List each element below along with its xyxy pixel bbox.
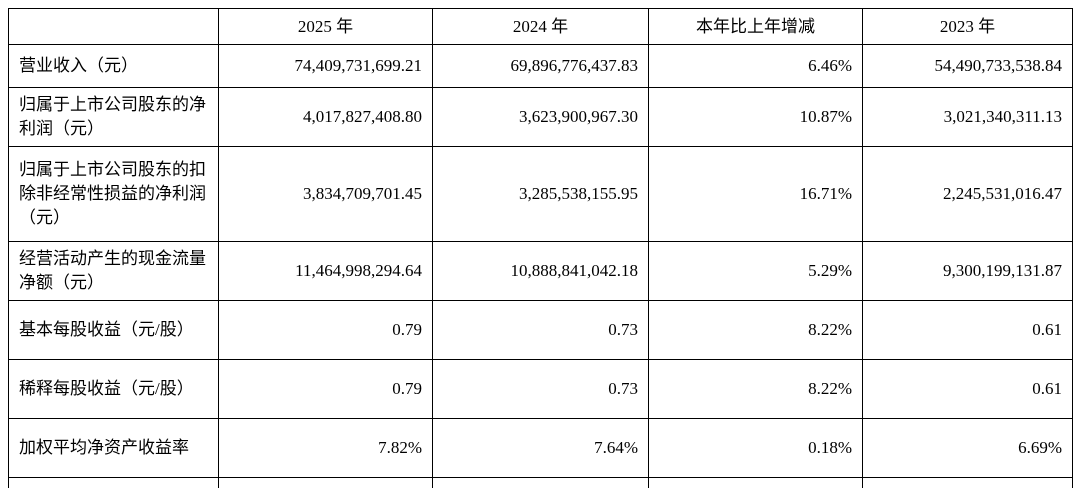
table-cell-empty (863, 478, 1073, 488)
table-row-net-profit-excl-nonrecurring: 归属于上市公司股东的扣除非经常性损益的净利润（元） 3,834,709,701.… (9, 147, 1073, 242)
table-cell: 0.79 (219, 301, 433, 360)
table-cell-empty (433, 478, 649, 488)
table-row-weighted-avg-roe: 加权平均净资产收益率 7.82% 7.64% 0.18% 6.69% (9, 419, 1073, 478)
table-cell: 10,888,841,042.18 (433, 242, 649, 301)
table-cell: 6.69% (863, 419, 1073, 478)
table-cell: 5.29% (649, 242, 863, 301)
table-cell: 0.61 (863, 360, 1073, 419)
table-cell: 0.73 (433, 301, 649, 360)
header-cell-2023: 2023 年 (863, 9, 1073, 45)
table-cell: 3,623,900,967.30 (433, 88, 649, 147)
table-cell: 8.22% (649, 301, 863, 360)
table-cell: 0.18% (649, 419, 863, 478)
table-cell: 2,245,531,016.47 (863, 147, 1073, 242)
row-label: 经营活动产生的现金流量净额（元） (9, 242, 219, 301)
table-cell: 54,490,733,538.84 (863, 45, 1073, 88)
table-cell-empty (219, 478, 433, 488)
table-cell: 3,285,538,155.95 (433, 147, 649, 242)
row-label: 营业收入（元） (9, 45, 219, 88)
table-cell: 0.61 (863, 301, 1073, 360)
table-cell: 7.82% (219, 419, 433, 478)
financial-summary-table: 2025 年 2024 年 本年比上年增减 2023 年 营业收入（元） 74,… (8, 8, 1073, 488)
header-cell-2025: 2025 年 (219, 9, 433, 45)
table-row-net-profit: 归属于上市公司股东的净利润（元） 4,017,827,408.80 3,623,… (9, 88, 1073, 147)
row-label: 加权平均净资产收益率 (9, 419, 219, 478)
table-cell: 69,896,776,437.83 (433, 45, 649, 88)
table-row-basic-eps: 基本每股收益（元/股） 0.79 0.73 8.22% 0.61 (9, 301, 1073, 360)
table-cell: 9,300,199,131.87 (863, 242, 1073, 301)
row-label: 归属于上市公司股东的净利润（元） (9, 88, 219, 147)
header-cell-blank (9, 9, 219, 45)
table-cell: 0.79 (219, 360, 433, 419)
table-cell: 4,017,827,408.80 (219, 88, 433, 147)
table-cell: 8.22% (649, 360, 863, 419)
table-cell: 7.64% (433, 419, 649, 478)
table-cell-empty (649, 478, 863, 488)
table-cell: 74,409,731,699.21 (219, 45, 433, 88)
table-cell: 3,834,709,701.45 (219, 147, 433, 242)
table-cell: 0.73 (433, 360, 649, 419)
header-cell-yoy-change: 本年比上年增减 (649, 9, 863, 45)
table-row-operating-cash-flow: 经营活动产生的现金流量净额（元） 11,464,998,294.64 10,88… (9, 242, 1073, 301)
table-cell: 11,464,998,294.64 (219, 242, 433, 301)
table-row-partial-cutoff (9, 478, 1073, 488)
financial-summary-table-wrap: 2025 年 2024 年 本年比上年增减 2023 年 营业收入（元） 74,… (8, 8, 1072, 488)
row-label: 基本每股收益（元/股） (9, 301, 219, 360)
header-cell-2024: 2024 年 (433, 9, 649, 45)
row-label: 稀释每股收益（元/股） (9, 360, 219, 419)
table-cell: 16.71% (649, 147, 863, 242)
row-label: 归属于上市公司股东的扣除非经常性损益的净利润（元） (9, 147, 219, 242)
table-cell: 10.87% (649, 88, 863, 147)
table-cell-empty (9, 478, 219, 488)
header-row: 2025 年 2024 年 本年比上年增减 2023 年 (9, 9, 1073, 45)
table-row-operating-revenue: 营业收入（元） 74,409,731,699.21 69,896,776,437… (9, 45, 1073, 88)
table-row-diluted-eps: 稀释每股收益（元/股） 0.79 0.73 8.22% 0.61 (9, 360, 1073, 419)
table-cell: 3,021,340,311.13 (863, 88, 1073, 147)
table-cell: 6.46% (649, 45, 863, 88)
